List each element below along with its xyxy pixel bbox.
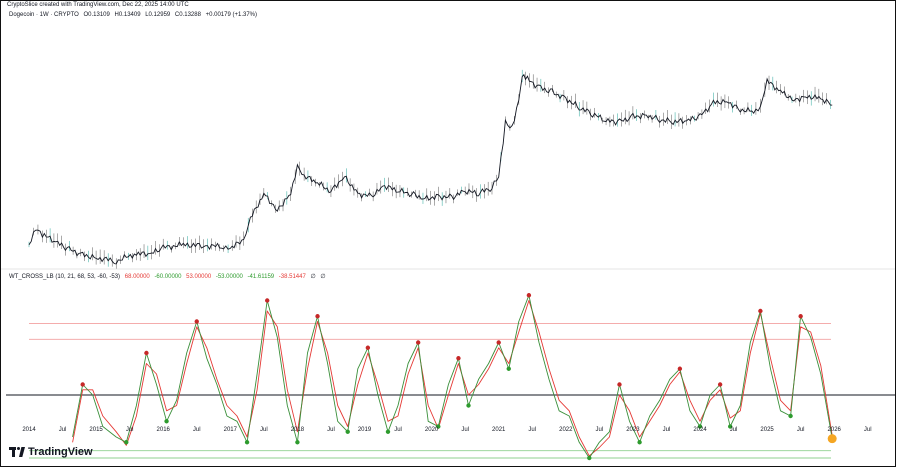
wt-cross-marker-bearish — [144, 350, 149, 356]
indicator-name[interactable]: WT_CROSS_LB (10, 21, 68, 53, -60, -53) — [9, 274, 121, 280]
indicator-legend: WT_CROSS_LB (10, 21, 68, 53, -60, -53) 6… — [9, 273, 329, 280]
wt-cross-marker-bearish — [456, 356, 461, 361]
wt-cross-marker-bullish — [727, 424, 733, 429]
indicator-value-7: ∅ — [310, 274, 316, 280]
wt-cross-marker-bullish — [506, 366, 511, 371]
ohlc-close: C0.13288 — [174, 12, 201, 18]
x-axis-tick: 2016 — [157, 427, 171, 433]
wt-cross-marker-bearish — [194, 319, 199, 324]
ohlc-change: +0.00179 (+1.37%) — [205, 12, 257, 18]
indicator-value-1: 68.00000 — [124, 274, 150, 280]
wt-cross-marker-bullish — [637, 440, 642, 445]
x-axis-tick: Jul — [59, 427, 67, 433]
x-axis-tick: Jul — [797, 427, 805, 433]
x-axis-tick: 2025 — [760, 427, 774, 433]
x-axis-tick: 2021 — [492, 427, 506, 433]
x-axis-tick: Jul — [260, 427, 268, 433]
tradingview-logo[interactable]: TradingView — [9, 446, 93, 458]
wt-cross-marker-bearish — [80, 382, 85, 387]
symbol-title[interactable]: Dogecoin · 1W · CRYPTO — [9, 12, 79, 18]
indicator-value-3: 53.00000 — [186, 274, 212, 280]
x-axis-tick: 2014 — [22, 427, 36, 433]
x-axis-tick: Jul — [596, 427, 604, 433]
brand-text: TradingView — [28, 446, 93, 458]
wt-cross-marker-bullish — [124, 440, 129, 445]
wt-cross-marker-bullish — [345, 429, 350, 434]
wt-cross-marker-bearish — [617, 382, 622, 387]
indicator-value-4: -53.00000 — [215, 274, 243, 280]
wt-cross-marker-bearish — [265, 298, 270, 303]
wt-cross-marker-bearish — [677, 366, 683, 371]
price-series — [28, 73, 833, 265]
wt1-series — [72, 294, 833, 459]
x-axis-tick: 2022 — [559, 427, 573, 433]
x-axis-tick: 2026 — [828, 427, 842, 433]
publisher-line: CryptoSlice created with TradingView.com… — [7, 2, 189, 8]
x-axis-tick: 2023 — [626, 427, 640, 433]
x-axis-tick: Jul — [193, 427, 201, 433]
symbol-legend: Dogecoin · 1W · CRYPTO O0.13109 H0.13409… — [9, 12, 260, 18]
indicator-value-8: ∅ — [320, 274, 326, 280]
x-axis-tick: Jul — [394, 427, 402, 433]
x-axis-tick: 2019 — [358, 427, 372, 433]
wt-cross-marker-bullish — [295, 440, 300, 445]
x-axis-tick: Jul — [864, 427, 872, 433]
x-axis-tick: Jul — [730, 427, 738, 433]
x-axis-tick: Jul — [528, 427, 536, 433]
wt-cross-marker-bearish — [415, 340, 421, 345]
x-axis-tick: 2015 — [89, 427, 103, 433]
wt-cross-marker-bullish — [164, 419, 169, 424]
wt-cross-marker-bullish — [244, 440, 250, 445]
wt-cross-marker-bearish — [365, 345, 371, 350]
x-axis-tick: Jul — [126, 427, 134, 433]
wt-cross-marker-bullish — [587, 455, 592, 461]
x-axis-tick: 2024 — [693, 427, 707, 433]
wt-cross-marker-bearish — [717, 382, 723, 387]
wt-cross-marker-bullish — [697, 424, 703, 429]
wt-cross-marker-bearish — [758, 308, 763, 314]
x-axis-tick: Jul — [663, 427, 671, 433]
x-axis-tick: Jul — [327, 427, 335, 433]
wt-cross-marker-bullish — [466, 403, 471, 408]
indicator-value-5: -41.61159 — [247, 274, 275, 280]
wt-cross-marker-bearish — [526, 293, 532, 298]
ohlc-low: L0.12959 — [145, 12, 171, 18]
wt-cross-marker-bullish — [385, 429, 391, 434]
x-axis-tick: 2018 — [291, 427, 305, 433]
wt-cross-marker-bullish — [436, 424, 441, 429]
x-axis-tick: 2020 — [425, 427, 439, 433]
current-wt-marker — [827, 434, 837, 444]
indicator-value-6: -38.51447 — [278, 274, 306, 280]
x-axis-tick: 2017 — [224, 427, 238, 433]
wt-cross-marker-bearish — [315, 314, 320, 319]
wt-cross-marker-bearish — [496, 340, 501, 345]
tradingview-logo-icon — [9, 447, 25, 457]
indicator-value-2: -60.00000 — [154, 274, 182, 280]
wt-cross-marker-bullish — [788, 413, 793, 419]
ohlc-open: O0.13109 — [83, 12, 110, 18]
x-axis-tick: Jul — [461, 427, 469, 433]
ohlc-high: H0.13409 — [114, 12, 141, 18]
wt-cross-marker-bearish — [798, 314, 803, 319]
